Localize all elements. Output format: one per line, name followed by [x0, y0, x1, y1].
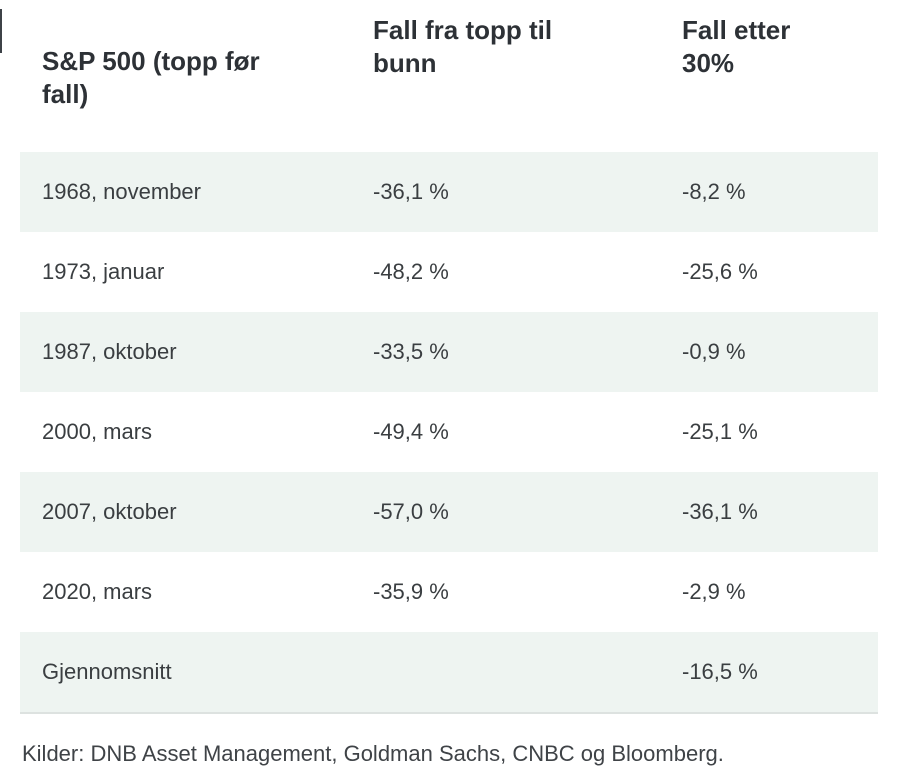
- row-label: 1987, oktober: [42, 339, 177, 364]
- row-label: 2007, oktober: [42, 499, 177, 524]
- cell-fall-topp-bunn: -57,0 %: [373, 499, 449, 524]
- column-header-fall-etter-30: Fall etter 30%: [682, 15, 791, 78]
- cell-fall-etter-30: -0,9 %: [682, 339, 746, 364]
- column-header-index: S&P 500 (topp før fall): [42, 46, 260, 109]
- cell-fall-etter-30: -2,9 %: [682, 579, 746, 604]
- row-label: 1968, november: [42, 179, 201, 204]
- drawdown-table: S&P 500 (topp før fall) Fall fra topp ti…: [20, 0, 878, 714]
- row-label: 2020, mars: [42, 579, 153, 604]
- cell-fall-topp-bunn: -33,5 %: [373, 339, 449, 364]
- cell-fall-etter-30: -25,1 %: [682, 419, 758, 444]
- row-label: 2000, mars: [42, 419, 153, 444]
- cell-fall-etter-30: -25,6 %: [682, 259, 758, 284]
- cell-fall-etter-30: -36,1 %: [682, 499, 758, 524]
- cell-fall-topp-bunn: -35,9 %: [373, 579, 449, 604]
- cell-fall-topp-bunn: -49,4 %: [373, 419, 449, 444]
- cell-fall-topp-bunn: -48,2 %: [373, 259, 449, 284]
- table-row: 2020, mars -35,9 % -2,9 %: [20, 552, 878, 632]
- table-row: 2000, mars -49,4 % -25,1 %: [20, 392, 878, 472]
- table-row: 2007, oktober -57,0 % -36,1 %: [20, 472, 878, 552]
- table-bottom-divider: [20, 712, 878, 714]
- table-header-row: S&P 500 (topp før fall) Fall fra topp ti…: [20, 0, 878, 152]
- source-attribution: Kilder: DNB Asset Management, Goldman Sa…: [22, 741, 724, 766]
- table-row: 1987, oktober -33,5 % -0,9 %: [20, 312, 878, 392]
- column-header-fall-topp-bunn: Fall fra topp til bunn: [373, 15, 553, 78]
- cell-fall-etter-30: -8,2 %: [682, 179, 746, 204]
- table-row-average: Gjennomsnitt -16,5 %: [20, 632, 878, 712]
- page-edge-line: [0, 9, 2, 53]
- row-label: Gjennomsnitt: [42, 659, 172, 684]
- cell-fall-etter-30: -16,5 %: [682, 659, 758, 684]
- row-label: 1973, januar: [42, 259, 165, 284]
- cell-fall-topp-bunn: -36,1 %: [373, 179, 449, 204]
- table-row: 1968, november -36,1 % -8,2 %: [20, 152, 878, 232]
- table-row: 1973, januar -48,2 % -25,6 %: [20, 232, 878, 312]
